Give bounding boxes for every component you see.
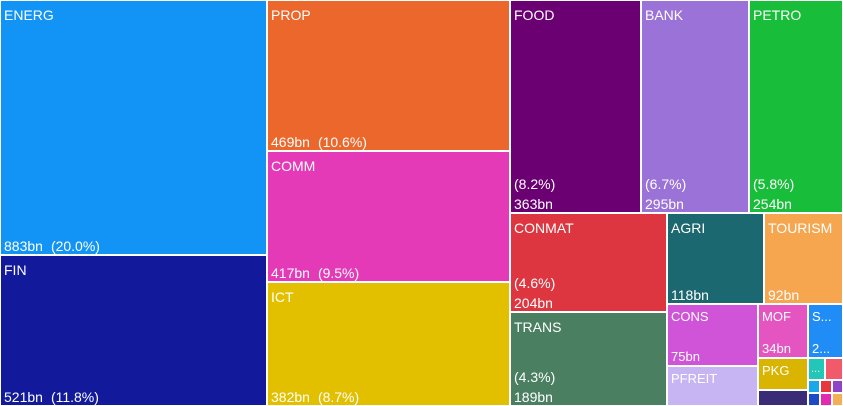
tile-value-row: 469bn (10.6%) [271,134,367,150]
tile-label: ENERG [4,7,54,23]
tile-percent: (8.2%) [514,176,556,192]
tile-label: PKG [762,363,790,378]
treemap-tile-conmat[interactable]: CONMAT (4.6%) 204bn [510,213,667,312]
tile-value-row: 382bn (8.7%) [271,389,359,405]
treemap-tile-s[interactable]: S... 2... [808,304,843,358]
tile-value: 75bn [671,349,700,364]
tile-value: 363bn [514,196,553,212]
tile-value: 118bn [671,287,709,303]
treemap-tile-prop[interactable]: PROP 469bn (10.6%) [267,0,510,151]
tile-value-row: 75bn [671,349,700,365]
tile-percent: (8.7%) [317,389,360,405]
tile-percent: (4.3%) [514,369,556,385]
tile-label: ICT [271,289,294,305]
tile-label: FOOD [514,7,555,23]
treemap-tile-small-8[interactable] [820,393,832,406]
treemap-tile-small-9[interactable] [832,393,843,406]
tile-value-row: 118bn [671,287,709,303]
tile-value-row: 883bn (20.0%) [4,238,100,254]
tile-value-row: (8.2%) 363bn [514,176,555,212]
treemap-tile-energ[interactable]: ENERG 883bn (20.0%) [0,0,267,255]
tile-label: PFREIT [671,371,718,386]
treemap-tile-small-1[interactable]: ... [808,358,825,380]
treemap-tile-small-5[interactable] [820,380,832,393]
tile-percent: (20.0%) [50,238,100,254]
tile-label: TRANS [514,319,562,335]
tile-label: FIN [4,262,27,278]
treemap-tile-small-6[interactable] [832,380,843,393]
tile-value: 469bn [271,134,310,150]
tile-percent: (11.8%) [50,389,99,405]
treemap-tile-ict[interactable]: ICT 382bn (8.7%) [267,282,510,406]
tile-value-row: 2... [812,341,830,357]
treemap-tile-small-2[interactable] [825,358,843,380]
tile-value-row: 34bn [762,341,791,357]
tile-value-row: (6.7%) 295bn [645,176,686,212]
tile-value: 417bn [271,265,310,281]
tile-label: CONS [671,309,709,324]
tile-value: 92bn [768,287,800,303]
tile-label: TOURISM [768,220,833,236]
treemap-tile-pkg[interactable]: PKG [758,358,808,390]
tile-value-row: (4.3%) 189bn [514,369,555,405]
tile-value-row: 92bn [768,287,799,303]
tile-percent: (4.6%) [514,275,556,291]
tile-label: MOF [762,309,791,324]
tile-label: COMM [271,158,316,174]
treemap-tile-trans[interactable]: TRANS (4.3%) 189bn [510,312,667,406]
treemap-tile-comm[interactable]: COMM 417bn (9.5%) [267,151,510,282]
tile-value-row: (4.6%) 204bn [514,275,555,311]
tile-label: BANK [645,7,684,23]
treemap-tile-small-3[interactable] [758,390,808,406]
tile-value: 883bn [4,238,43,254]
tile-label: ... [811,363,821,375]
tile-value: 189bn [514,389,553,405]
treemap-tile-cons[interactable]: CONS 75bn [667,304,758,366]
tile-value-row: (5.8%) 254bn [753,176,794,212]
treemap-tile-food[interactable]: FOOD (8.2%) 363bn [510,0,641,213]
tile-percent: (10.6%) [317,134,367,150]
tile-percent: (5.8%) [753,176,795,192]
tile-label: S... [812,309,832,324]
tile-value: 2... [812,341,831,356]
tile-percent: (6.7%) [645,176,687,192]
treemap-tile-mof[interactable]: MOF 34bn [758,304,808,358]
tile-value: 521bn [4,389,43,405]
treemap-tile-small-4[interactable] [808,380,820,393]
tile-label: PROP [271,7,311,23]
tile-percent: (9.5%) [317,265,360,281]
tile-value: 254bn [753,196,792,212]
treemap-tile-fin[interactable]: FIN 521bn (11.8%) [0,255,267,406]
tile-value: 34bn [762,341,791,356]
tile-value-row: 521bn (11.8%) [4,389,99,405]
treemap-tile-pfreit[interactable]: PFREIT [667,366,758,406]
tile-value: 382bn [271,389,310,405]
treemap-tile-bank[interactable]: BANK (6.7%) 295bn [641,0,749,213]
tile-label: AGRI [671,220,706,236]
treemap-tile-agri[interactable]: AGRI 118bn [667,213,764,304]
tile-label: PETRO [753,7,802,23]
tile-label: CONMAT [514,220,574,236]
treemap-tile-petro[interactable]: PETRO (5.8%) 254bn [749,0,843,213]
tile-value: 295bn [645,196,684,212]
treemap-tile-small-7[interactable] [808,393,820,406]
treemap-tile-tourism[interactable]: TOURISM 92bn [764,213,843,304]
tile-value-row: 417bn (9.5%) [271,265,359,281]
tile-value: 204bn [514,295,553,311]
